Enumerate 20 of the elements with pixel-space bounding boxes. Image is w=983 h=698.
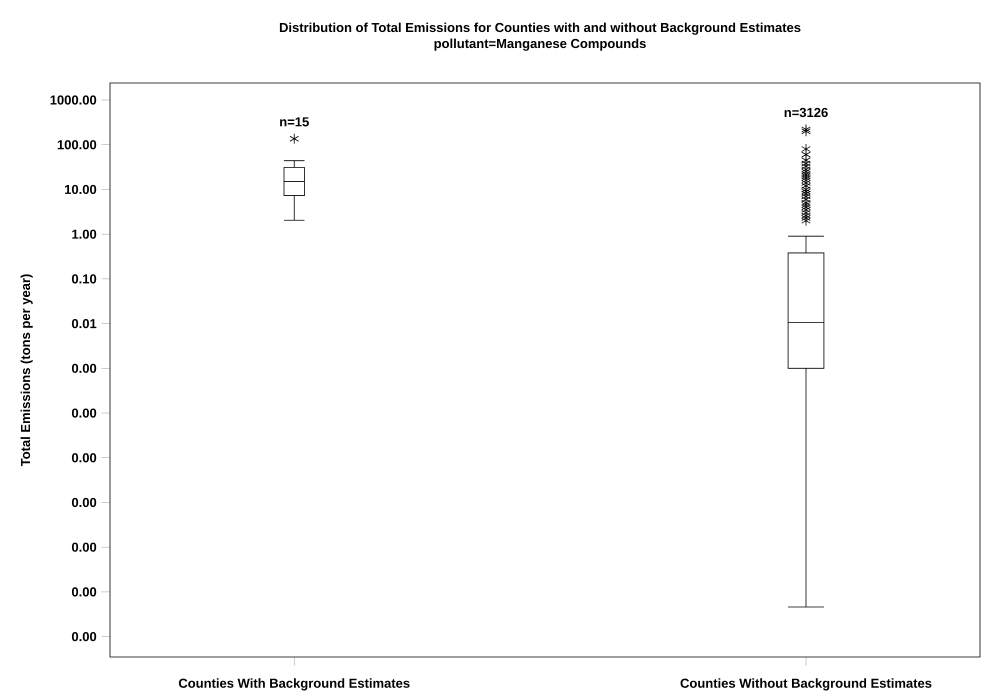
y-tick-label: 1.00 [72,230,96,239]
y-tick-label: 1000.00 [50,95,96,105]
y-tick-label: 0.00 [72,498,96,508]
y-tick-label: 0.00 [72,408,96,418]
annotation: n=3126 [784,108,828,118]
y-tick-label: 0.00 [72,364,96,373]
y-tick-label: 0.00 [72,632,96,642]
chart-subtitle: pollutant=Manganese Compounds [434,38,646,51]
y-tick-label: 100.00 [58,140,96,150]
y-tick-label: 10.00 [65,184,96,194]
y-tick-label: 0.01 [72,319,96,328]
y-tick-label: 0.10 [72,274,96,284]
x-tick-label: Counties Without Background Estimates [680,678,932,690]
y-axis-title: Total Emissions (tons per year) [20,274,33,466]
annotation: n=15 [280,117,309,126]
x-tick-label: Counties With Background Estimates [178,678,410,690]
chart-title: Distribution of Total Emissions for Counties with and without Background Estimates [280,22,800,35]
y-tick-label: 0.00 [72,587,96,596]
y-tick-label: 0.00 [72,453,96,462]
y-tick-label: 0.00 [72,542,96,552]
